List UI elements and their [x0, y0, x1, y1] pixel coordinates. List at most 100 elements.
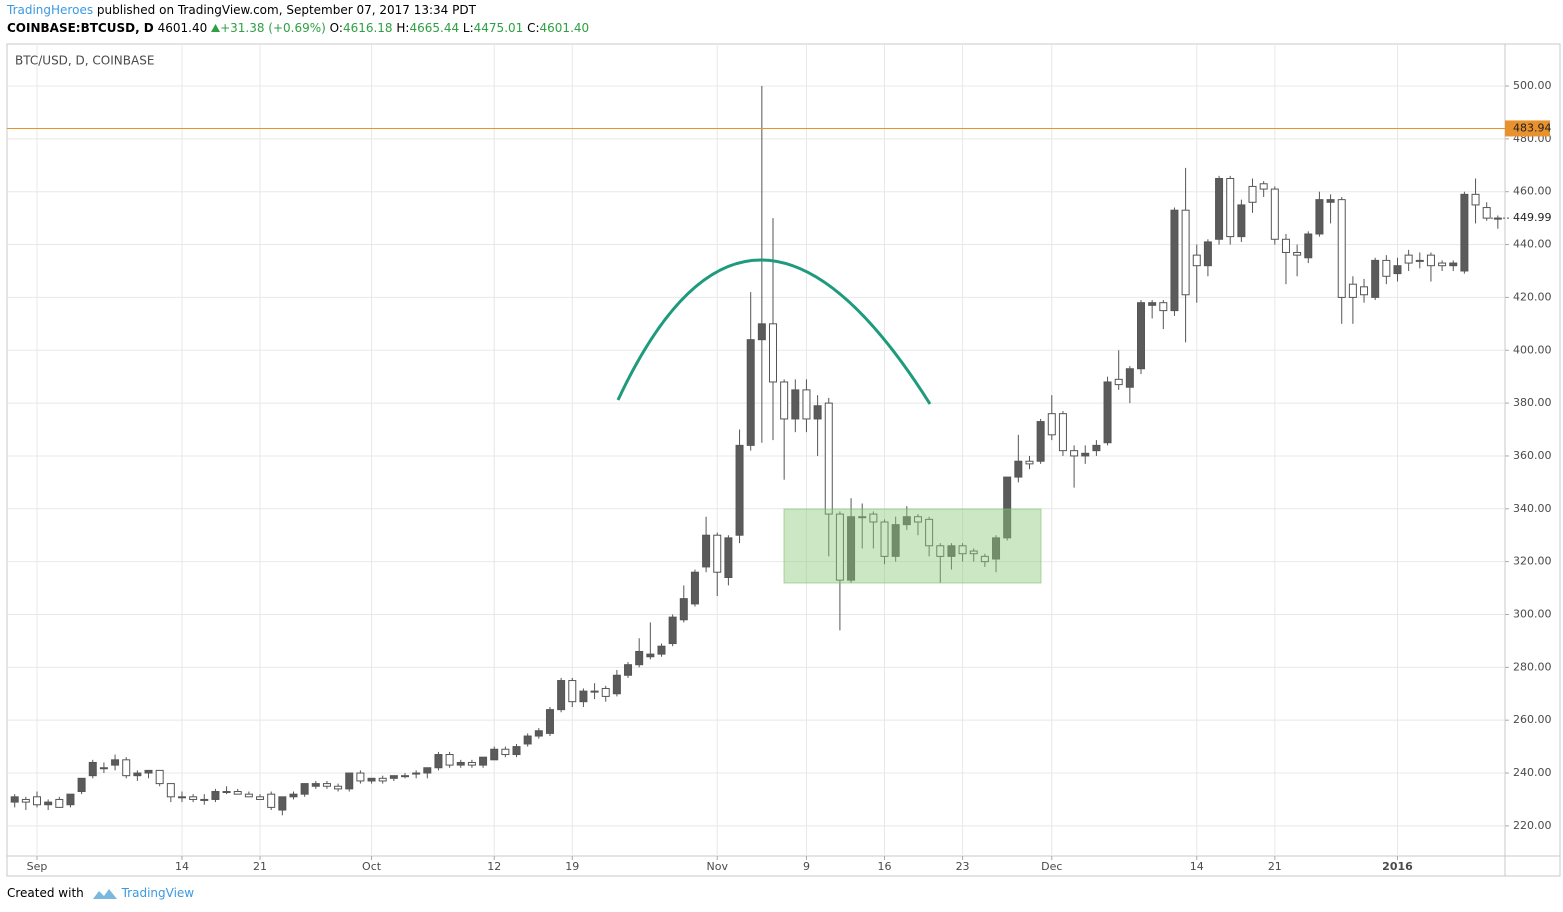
candle-body [1404, 254, 1413, 264]
h-label: H: [396, 21, 410, 35]
candle-body [378, 777, 387, 782]
candle-body [1025, 460, 1034, 465]
candle-body [33, 796, 42, 806]
candle-body [389, 775, 398, 779]
chart: 220.00 240.00 260.00 280.00 300.00 320.00 340.… [6, 43, 1561, 877]
candle-body [523, 735, 532, 745]
candle-body [1014, 460, 1023, 478]
candle-body [1482, 207, 1491, 219]
candle-body [1070, 450, 1079, 457]
author[interactable]: TradingHeroes [7, 3, 94, 17]
candle-body [969, 550, 978, 555]
candle-body [300, 783, 309, 795]
candle-body [780, 381, 789, 420]
candle-body [724, 537, 733, 578]
candle-body [757, 323, 766, 341]
candle-body [847, 516, 856, 581]
candle-body [55, 798, 64, 808]
candle-body [534, 730, 543, 737]
frame [6, 43, 1561, 877]
y-tick-label: 300.00 [1513, 607, 1552, 620]
price: 4601.40 [157, 21, 208, 35]
y-tick-label: 360.00 [1513, 449, 1552, 462]
candle-body [1036, 421, 1045, 462]
candle-body [1382, 259, 1391, 277]
candle-body [1270, 188, 1279, 240]
candle-body [1293, 251, 1302, 256]
candle-body [1471, 193, 1480, 206]
candle-body [1259, 183, 1268, 190]
y-tick-label: 440.00 [1513, 238, 1552, 251]
candle-body [791, 389, 800, 420]
header-line: TradingHeroes published on TradingView.c… [7, 3, 476, 17]
candle-body [467, 761, 476, 766]
candle-body [1114, 378, 1123, 386]
candle-body [1360, 286, 1369, 296]
candle-body [322, 783, 331, 787]
candle-body [211, 791, 220, 800]
candle-body [501, 748, 510, 756]
arc-annotation [616, 258, 932, 405]
candle-body [835, 513, 844, 581]
candle-body [869, 513, 878, 523]
candle-body [958, 545, 967, 555]
x-tick-label: Oct [362, 860, 382, 873]
chart-title: BTC/USD, D, COINBASE [15, 54, 154, 68]
y-tick-label: 220.00 [1513, 819, 1552, 832]
candle-body [679, 598, 688, 621]
candle-body [646, 653, 655, 658]
candle-body [122, 759, 131, 777]
candle-body [1058, 413, 1067, 452]
candle-body [557, 680, 566, 711]
quote-line: COINBASE:BTCUSD, D 4601.40 +31.38 (+0.69… [7, 21, 589, 35]
footer: Created with TradingView [7, 886, 194, 901]
y-tick-label: 340.00 [1513, 502, 1552, 515]
candle-body [77, 777, 86, 793]
candle-body [1337, 199, 1346, 298]
x-tick-label: Sep [27, 860, 48, 873]
candle-body [512, 746, 521, 756]
candle-body [434, 754, 443, 769]
candle-body [44, 801, 53, 806]
candle-body [902, 516, 911, 526]
candle-body [289, 793, 298, 798]
x-tick-label: 19 [565, 860, 579, 873]
y-tick-label: 500.00 [1513, 79, 1552, 92]
candle-body [144, 769, 153, 774]
candle-body [356, 772, 365, 782]
candle-body [1081, 452, 1090, 457]
candle-body [590, 690, 599, 693]
candle-body [21, 798, 30, 803]
candle-body [925, 518, 934, 547]
candle-body [401, 775, 410, 778]
candle-body [1248, 185, 1257, 203]
x-tick-label: 9 [803, 860, 810, 873]
candle-body [278, 796, 287, 811]
o-label: O: [329, 21, 343, 35]
candle-body [1304, 233, 1313, 259]
candle-body [456, 761, 465, 766]
candle-body [668, 616, 677, 645]
o-value: 4616.18 [342, 21, 393, 35]
candle-body [423, 767, 432, 774]
footer-brand[interactable]: TradingView [121, 886, 195, 900]
candle-body [445, 754, 454, 766]
hline-label-box [1505, 120, 1550, 137]
candle-body [412, 772, 421, 775]
candle-body [824, 402, 833, 515]
candle-body [1315, 199, 1324, 235]
x-tick-label: 23 [956, 860, 970, 873]
candle-body [579, 690, 588, 703]
candle-body [1215, 177, 1224, 240]
candle-body [1148, 302, 1157, 306]
up-arrow [211, 24, 221, 32]
candle-body [244, 793, 253, 798]
candle-body [690, 571, 699, 605]
candle-body [1125, 368, 1134, 388]
candle-body [1170, 209, 1179, 312]
candle-body [88, 761, 97, 777]
candle-body [189, 796, 198, 800]
candle-body [155, 769, 164, 785]
change: +31.38 (+0.69%) [220, 21, 326, 35]
